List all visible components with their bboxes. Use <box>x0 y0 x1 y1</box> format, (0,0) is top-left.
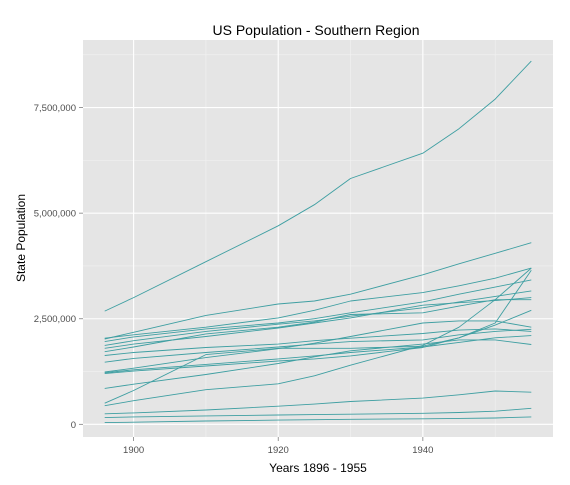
series-line-17 <box>104 407 532 419</box>
x-tick-label: 1900 <box>123 445 144 456</box>
series-line-10 <box>104 320 532 373</box>
x-tick-label: 1940 <box>412 445 433 456</box>
series-line-15 <box>104 267 532 407</box>
y-axis-title: State Population <box>14 194 28 282</box>
y-tick-label: 2,500,000 <box>34 314 76 325</box>
series-line-2 <box>104 242 532 340</box>
series-line-9 <box>104 328 532 363</box>
chart-title: US Population - Southern Region <box>212 22 419 38</box>
series-line-7 <box>104 299 532 353</box>
series-line-16 <box>104 390 532 415</box>
y-tick-label: 7,500,000 <box>34 103 76 114</box>
y-tick-label: 0 <box>71 420 76 431</box>
series-line-1 <box>104 60 532 312</box>
series-line-14 <box>104 269 532 404</box>
series-line-12 <box>104 339 532 389</box>
series-line-13 <box>104 309 532 375</box>
series-line-4 <box>104 279 532 343</box>
series-group <box>104 60 532 424</box>
x-tick-label: 1920 <box>268 445 289 456</box>
series-line-3 <box>104 267 532 339</box>
panel-background <box>83 40 553 437</box>
grid <box>83 40 553 437</box>
x-axis-title: Years 1896 - 1955 <box>269 461 367 475</box>
y-tick-label: 5,000,000 <box>34 209 76 220</box>
series-line-18 <box>104 416 532 424</box>
axes: 1900 1920 1940 0 2,500,000 5,000,000 7,500,000 <box>34 103 434 456</box>
